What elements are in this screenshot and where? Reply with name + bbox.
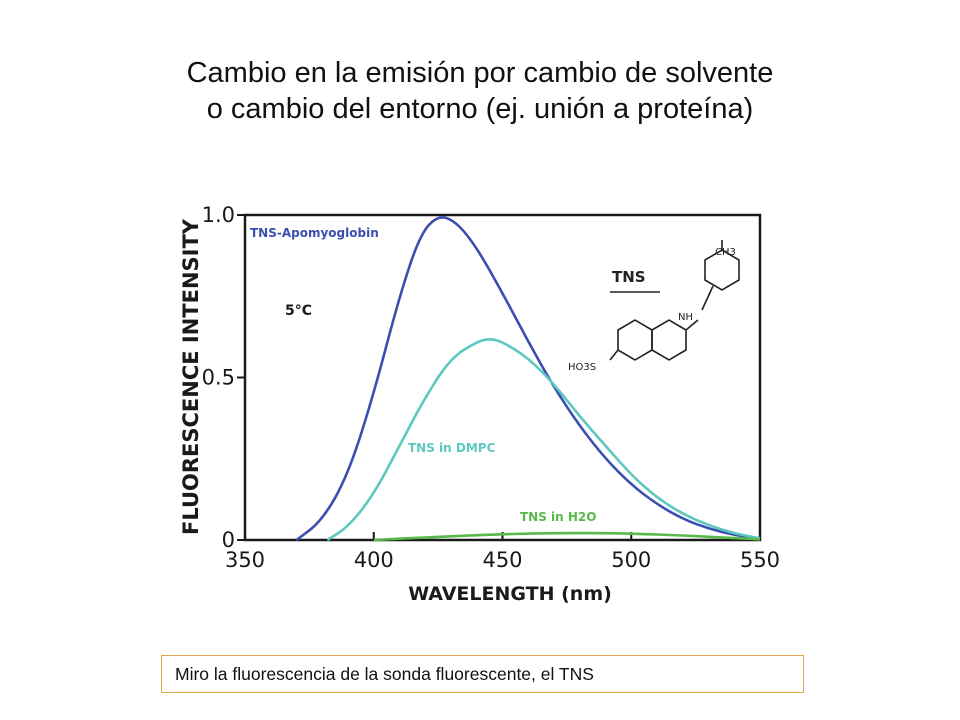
title-line-2: o cambio del entorno (ej. unión a proteí… (206, 93, 754, 125)
structure-title: TNS (612, 268, 646, 286)
emission-spectra-chart: 350 400 450 500 550 0 0.5 1.0 FLUORESCENCE INTE… (179, 203, 780, 605)
naphthalene-ring-left (617, 319, 653, 361)
x-tick-label-550: 550 (740, 548, 780, 572)
bond-nh-phenyl (701, 285, 714, 311)
x-axis-label: WAVELENGTH (nm) (408, 583, 612, 605)
naphthalene-ring-right (651, 319, 687, 361)
series-label-tns-h2o: TNS in H2O (520, 510, 596, 524)
y-tick-label-1: 1.0 (202, 203, 235, 227)
ch3-group: CH3 (715, 247, 736, 258)
y-tick-label-0: 0 (222, 528, 235, 552)
nh-group: NH (678, 312, 693, 323)
series-line-tns-apomyoglobin (295, 216, 761, 542)
series-line-tns-in-dmpc (326, 338, 761, 542)
title-line-1: Cambio en la emisión por cambio de solve… (186, 57, 774, 89)
x-tick-label-450: 450 (482, 548, 522, 572)
plot-frame (243, 213, 762, 542)
y-axis-label: FLUORESCENCE INTENSITY (179, 218, 203, 535)
so3h-group: HO3S (568, 362, 596, 373)
x-tick-label-350: 350 (225, 548, 265, 572)
slide-title: Cambio en la emisión por cambio de solve… (0, 55, 960, 127)
caption-box: Miro la fluorescencia de la sonda fluore… (161, 655, 804, 693)
tns-structure: TNS NH CH3 HO3S (568, 240, 740, 373)
series-line-tns-in-h2o (373, 531, 761, 542)
series-label-tns-apomyoglobin: TNS-Apomyoglobin (250, 226, 379, 240)
bond-so3 (609, 349, 619, 361)
x-tick-label-500: 500 (611, 548, 651, 572)
y-tick-label-0.5: 0.5 (202, 366, 235, 390)
series-label-tns-dmpc: TNS in DMPC (408, 441, 496, 455)
temperature-annotation: 5°C (285, 303, 312, 319)
bond-nh-naphthalene (685, 319, 699, 331)
x-tick-label-400: 400 (354, 548, 394, 572)
